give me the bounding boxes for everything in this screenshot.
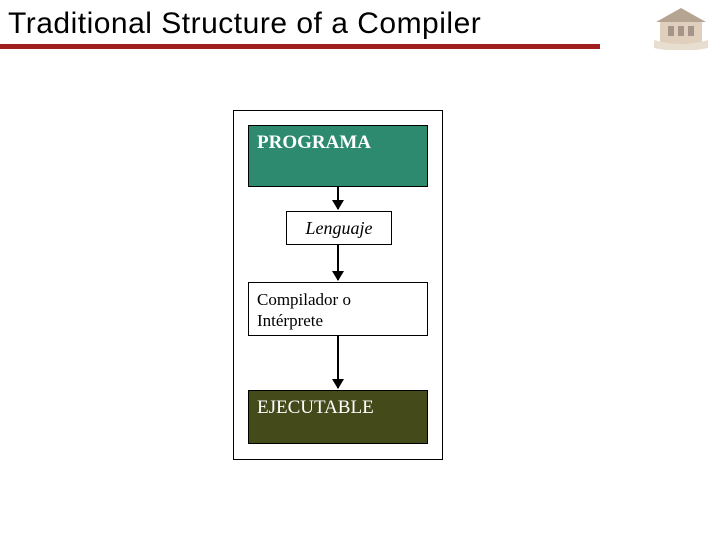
diagram-container: PROGRAMA Lenguaje Compilador o Intérpret…	[233, 110, 443, 460]
box-compilador: Compilador o Intérprete	[248, 282, 428, 336]
page-title: Traditional Structure of a Compiler	[0, 7, 481, 41]
logo-icon	[650, 2, 712, 50]
box-programa-label: PROGRAMA	[257, 132, 371, 154]
box-compilador-label: Compilador o Intérprete	[257, 289, 419, 332]
box-ejecutable: EJECUTABLE	[248, 390, 428, 444]
arrow-lenguaje-compilador	[337, 245, 339, 280]
arrow-programa-lenguaje	[337, 187, 339, 209]
title-underline	[0, 44, 600, 49]
box-programa: PROGRAMA	[248, 125, 428, 187]
title-bar: Traditional Structure of a Compiler	[0, 0, 720, 48]
arrow-compilador-ejecutable	[337, 336, 339, 388]
box-lenguaje: Lenguaje	[286, 211, 392, 245]
box-ejecutable-label: EJECUTABLE	[257, 397, 374, 419]
box-lenguaje-label: Lenguaje	[306, 218, 373, 239]
